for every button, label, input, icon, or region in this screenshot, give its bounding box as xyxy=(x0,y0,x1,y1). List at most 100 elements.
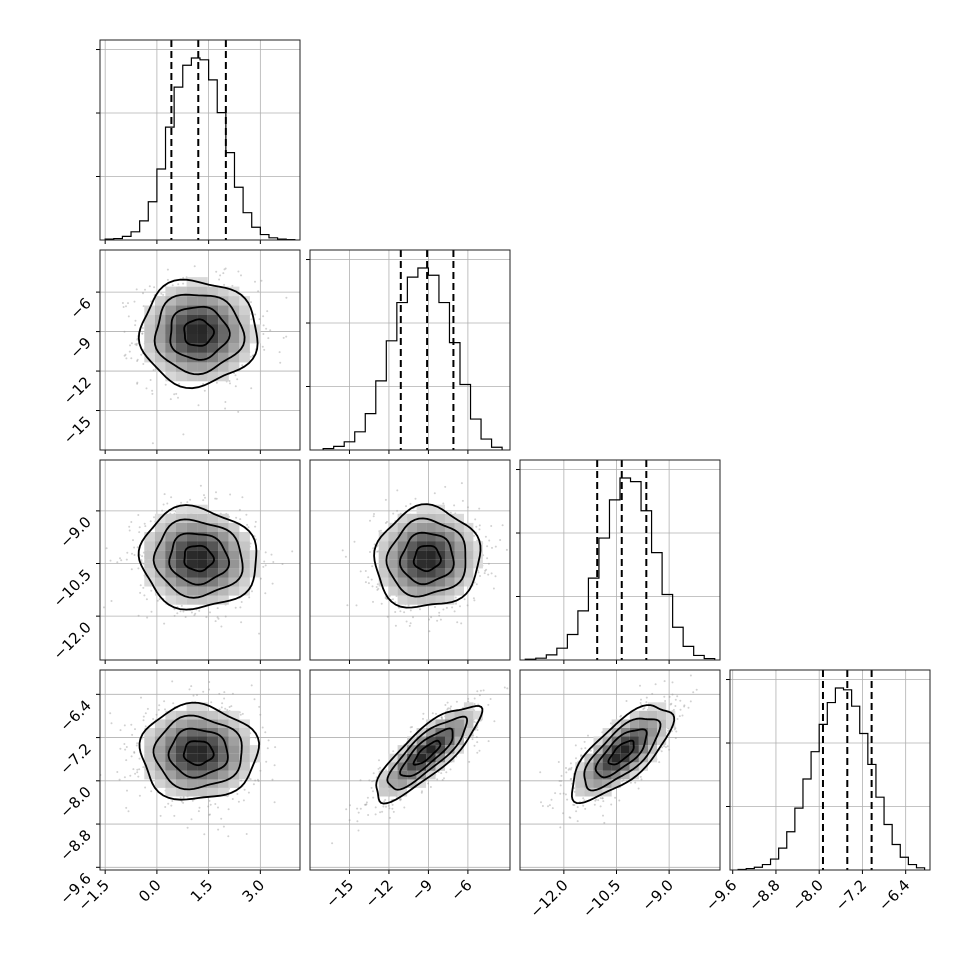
density-cell xyxy=(445,550,455,560)
density-cell xyxy=(638,762,648,771)
sample-point xyxy=(219,274,222,277)
sample-point xyxy=(392,750,395,753)
sample-point xyxy=(348,819,351,822)
sample-point xyxy=(449,768,452,771)
sample-point xyxy=(353,540,356,543)
sample-point xyxy=(208,688,211,691)
sample-point xyxy=(359,570,362,573)
density-cell xyxy=(154,770,166,780)
sample-point xyxy=(466,604,469,607)
sample-point xyxy=(385,597,388,600)
density-cell xyxy=(176,550,187,560)
density-cell xyxy=(454,532,464,542)
density-cell xyxy=(197,513,208,523)
sample-point xyxy=(180,800,183,803)
sample-point xyxy=(663,695,666,698)
sample-point xyxy=(246,523,249,526)
sample-point xyxy=(640,778,643,781)
sample-point xyxy=(218,692,221,695)
sample-point xyxy=(459,605,461,608)
sample-point xyxy=(224,267,227,270)
sample-point xyxy=(679,699,682,702)
density-cell xyxy=(186,296,198,306)
sample-point xyxy=(629,781,632,784)
density-cell xyxy=(186,762,198,771)
density-cell xyxy=(378,532,389,542)
sample-point xyxy=(177,283,180,286)
sample-point xyxy=(207,805,210,808)
sample-point xyxy=(228,706,231,708)
sample-point xyxy=(431,712,434,715)
sample-point xyxy=(651,692,654,695)
sample-point xyxy=(341,549,344,552)
sample-point xyxy=(436,778,439,781)
sample-point xyxy=(376,588,379,591)
density-cell xyxy=(186,504,198,514)
sample-point xyxy=(158,598,161,601)
sample-point xyxy=(162,293,165,296)
density-cell xyxy=(426,736,436,746)
panel-frame xyxy=(309,459,511,661)
sample-point xyxy=(156,599,159,602)
sample-point xyxy=(110,600,113,602)
sample-point xyxy=(202,383,205,385)
sample-point xyxy=(240,779,243,782)
sample-point xyxy=(505,548,508,551)
sample-point xyxy=(582,797,585,800)
sample-point xyxy=(182,610,185,613)
density-cell xyxy=(154,568,166,578)
sample-point xyxy=(435,712,437,715)
sample-point xyxy=(490,525,493,527)
density-cell xyxy=(657,710,667,720)
sample-point xyxy=(163,700,166,703)
sample-point xyxy=(560,780,563,782)
sample-point xyxy=(145,598,148,601)
sample-point xyxy=(399,798,401,800)
sample-point xyxy=(144,288,146,291)
density-cell xyxy=(218,286,229,297)
density-cell xyxy=(397,779,408,788)
x-tick-label: −9.0 xyxy=(638,876,676,914)
sample-point xyxy=(597,799,600,802)
sample-point xyxy=(476,751,479,754)
density-cell xyxy=(228,710,240,720)
density-cell xyxy=(228,762,240,771)
sample-point xyxy=(127,810,130,813)
sample-point xyxy=(654,683,657,686)
density-cell xyxy=(575,762,585,771)
sample-point xyxy=(640,698,642,701)
density-cell xyxy=(165,315,176,325)
density-cell xyxy=(378,559,389,569)
density-cell xyxy=(407,745,417,754)
density-cell xyxy=(435,522,445,532)
sample-point xyxy=(217,617,220,620)
sample-point xyxy=(639,702,642,704)
density-cell xyxy=(463,568,474,578)
sample-point xyxy=(237,410,240,413)
contour-level xyxy=(570,704,676,805)
density-cell xyxy=(176,762,187,771)
sample-point xyxy=(372,600,374,603)
panel-content xyxy=(100,680,277,838)
density-cell xyxy=(186,719,198,728)
density-cell xyxy=(473,541,483,551)
sample-point xyxy=(569,778,572,781)
sample-point xyxy=(676,718,679,720)
density-cell xyxy=(388,770,398,780)
density-cell xyxy=(397,595,408,605)
sample-point xyxy=(254,280,256,283)
sample-point xyxy=(250,318,253,321)
density-cell xyxy=(176,719,187,728)
density-cell xyxy=(407,595,417,605)
x-tick-label: −8.8 xyxy=(745,876,783,914)
sample-point xyxy=(562,812,565,815)
density-cell xyxy=(176,286,187,297)
x-tick-label: −7.2 xyxy=(832,876,870,914)
sample-point xyxy=(231,798,234,800)
density-cell xyxy=(176,296,187,306)
sample-point xyxy=(433,492,436,495)
sample-point xyxy=(221,702,224,705)
sample-point xyxy=(494,545,497,548)
sample-point xyxy=(601,797,604,800)
density-cell xyxy=(154,541,166,551)
